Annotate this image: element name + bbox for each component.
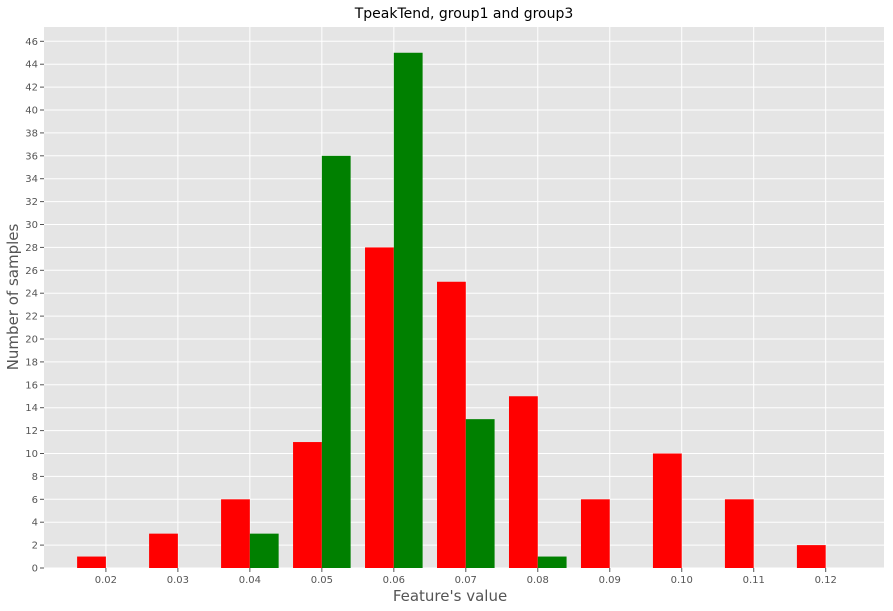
bars (77, 52, 826, 569)
bar-series-1 (724, 499, 754, 568)
bar-series-1 (437, 281, 466, 568)
y-tick-label: 12 (25, 426, 38, 437)
y-tick-label: 36 (25, 151, 38, 162)
y-tick-label: 22 (25, 312, 38, 323)
x-tick-label: 0.05 (311, 575, 333, 586)
x-tick-label: 0.04 (239, 575, 261, 586)
x-tick-label: 0.11 (743, 575, 765, 586)
y-axis-label: Number of samples (4, 224, 22, 371)
x-tick-label: 0.08 (527, 575, 549, 586)
y-tick-label: 0 (32, 564, 38, 575)
bar-series-2 (537, 556, 567, 568)
y-tick-label: 2 (32, 541, 38, 552)
y-tick-label: 38 (25, 128, 38, 139)
bar-series-1 (149, 533, 178, 568)
x-tick-label: 0.03 (167, 575, 189, 586)
x-tick-label: 0.09 (599, 575, 621, 586)
y-tick-label: 6 (32, 495, 38, 506)
y-tick-label: 34 (25, 174, 38, 185)
y-tick-label: 24 (25, 289, 38, 300)
x-axis-ticks: 0.02 0.03 0.04 0.05 0.06 0.07 0.08 0.09 0.10 0.11… (95, 568, 837, 586)
bar-series-1 (796, 545, 826, 568)
bar-series-2 (393, 52, 423, 569)
x-tick-label: 0.12 (815, 575, 837, 586)
y-tick-label: 16 (25, 380, 38, 391)
x-tick-label: 0.06 (383, 575, 405, 586)
y-tick-label: 18 (25, 357, 38, 368)
x-tick-label: 0.02 (95, 575, 117, 586)
y-tick-label: 32 (25, 197, 38, 208)
x-axis-label: Feature's value (393, 587, 507, 605)
bar-series-1 (221, 499, 250, 568)
y-tick-label: 42 (25, 83, 38, 94)
y-tick-label: 4 (32, 518, 38, 529)
bar-series-1 (508, 396, 538, 568)
bar-series-1 (293, 442, 322, 568)
bar-series-2 (249, 533, 279, 568)
y-tick-label: 46 (25, 37, 38, 48)
bar-series-1 (365, 247, 394, 568)
y-tick-label: 20 (25, 335, 38, 346)
y-tick-label: 40 (25, 106, 38, 117)
bar-series-1 (652, 453, 682, 568)
x-tick-label: 0.10 (671, 575, 693, 586)
y-tick-label: 44 (25, 60, 38, 71)
y-tick-label: 14 (25, 403, 38, 414)
bar-series-2 (321, 155, 351, 569)
y-tick-label: 28 (25, 243, 38, 254)
y-tick-label: 26 (25, 266, 38, 277)
y-tick-label: 10 (25, 449, 38, 460)
y-axis-ticks: 0246810121416182022242628303234363840424… (25, 37, 44, 575)
y-tick-label: 8 (32, 472, 38, 483)
bar-series-1 (580, 499, 610, 568)
bar-series-2 (465, 419, 495, 568)
y-tick-label: 30 (25, 220, 38, 231)
chart-title: TpeakTend, group1 and group3 (354, 6, 574, 22)
bar-series-1 (77, 556, 106, 568)
x-tick-label: 0.07 (455, 575, 477, 586)
